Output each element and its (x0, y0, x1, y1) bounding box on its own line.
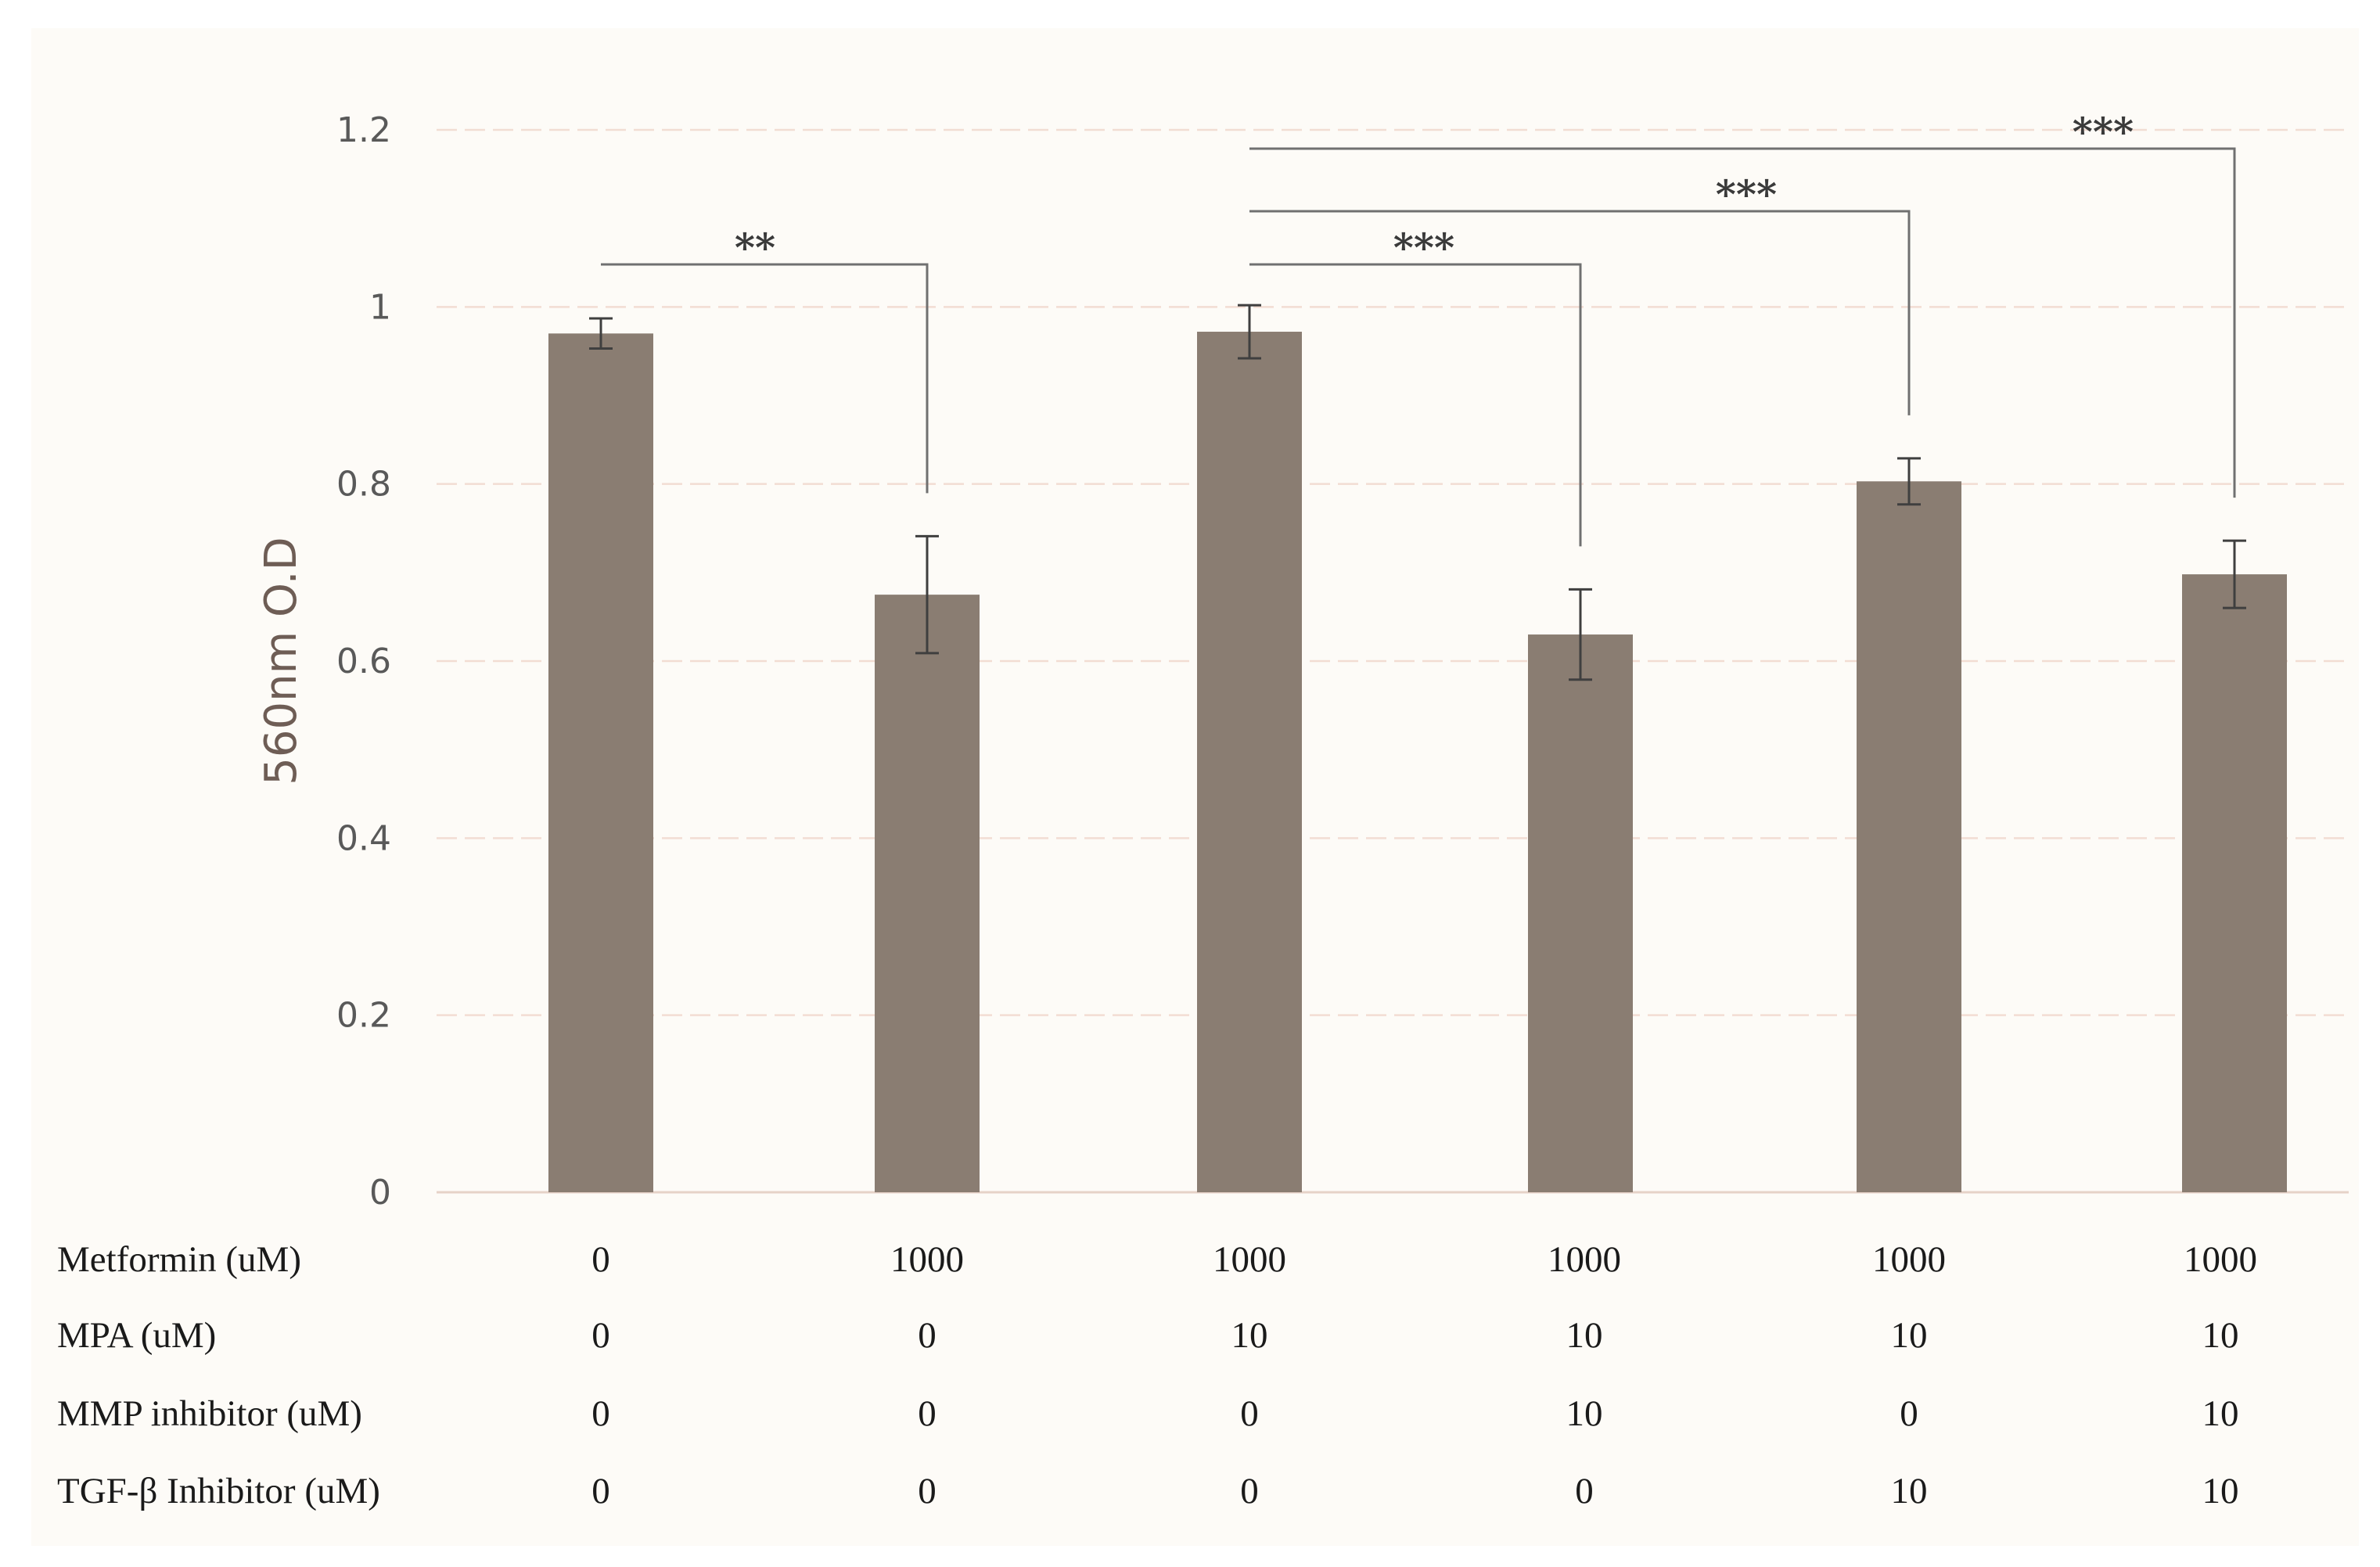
y-tick-label: 1.2 (336, 110, 391, 150)
y-tick-label: 1 (369, 287, 391, 327)
condition-cell: 0 (918, 1315, 937, 1356)
condition-cell: 0 (1900, 1393, 1918, 1434)
condition-cell: 1000 (1213, 1239, 1286, 1280)
bracket-line (1249, 210, 1911, 415)
condition-row-4: TGF-β Inhibitor (uM) 0 0 0 0 10 10 (57, 1471, 2239, 1511)
y-tick-label: 0.6 (336, 642, 391, 681)
significance-label: *** (1393, 225, 1454, 271)
condition-cell: 0 (918, 1471, 937, 1511)
bracket-line (1249, 147, 2236, 498)
significance-bracket-4: *** (1249, 109, 2236, 498)
condition-cell: 10 (1891, 1471, 1928, 1511)
condition-cell: 0 (591, 1471, 610, 1511)
condition-cell: 10 (2202, 1471, 2239, 1511)
condition-cell: 0 (1240, 1471, 1259, 1511)
condition-cell: 1000 (1548, 1239, 1621, 1280)
condition-row-label: MMP inhibitor (uM) (57, 1393, 362, 1434)
significance-label: *** (1716, 171, 1777, 217)
condition-row-1: Metformin (uM) 0 1000 1000 1000 1000 1000 (57, 1239, 2257, 1280)
error-bar-4 (1569, 588, 1592, 681)
error-bar-1 (589, 317, 613, 350)
significance-bracket-3: *** (1249, 171, 1911, 415)
bars (548, 332, 2287, 1192)
condition-cell: 1000 (2184, 1239, 2257, 1280)
condition-cell: 1000 (890, 1239, 964, 1280)
gridlines (437, 128, 2349, 1194)
y-tick-label: 0.2 (336, 996, 391, 1036)
y-tick-label: 0 (369, 1173, 391, 1213)
condition-cell: 10 (2202, 1393, 2239, 1434)
condition-cell: 0 (591, 1239, 610, 1280)
condition-row-label: MPA (uM) (57, 1315, 216, 1356)
significance-label: *** (2073, 109, 2134, 155)
condition-row-2: MPA (uM) 0 0 10 10 10 10 (57, 1315, 2239, 1356)
bar-2 (875, 595, 980, 1192)
error-bar-6 (2223, 539, 2246, 609)
bar-3 (1197, 332, 1302, 1192)
condition-cell: 0 (1575, 1471, 1594, 1511)
bar-1 (548, 333, 653, 1192)
condition-row-label: TGF-β Inhibitor (uM) (57, 1471, 380, 1511)
chart-panel (31, 28, 2359, 1546)
condition-cell: 10 (1231, 1315, 1268, 1356)
error-bar-5 (1897, 457, 1921, 506)
condition-cell: 10 (2202, 1315, 2239, 1356)
bracket-line (601, 263, 929, 494)
y-tick-label: 0.4 (336, 818, 391, 858)
y-tick-label: 0.8 (336, 465, 391, 505)
condition-cell: 10 (1566, 1393, 1603, 1434)
condition-cell: 10 (1566, 1315, 1603, 1356)
bracket-line (1249, 263, 1582, 547)
condition-row-3: MMP inhibitor (uM) 0 0 0 10 0 10 (57, 1393, 2239, 1434)
y-axis-label: 560nm O.D (256, 537, 307, 785)
y-axis-ticks: 0 0.2 0.4 0.6 0.8 1 1.2 (336, 110, 391, 1213)
condition-cell: 0 (591, 1393, 610, 1434)
bar-5 (1857, 481, 1961, 1192)
condition-cell: 10 (1891, 1315, 1928, 1356)
bar-4 (1528, 634, 1633, 1192)
error-bar-2 (915, 534, 939, 655)
condition-cell: 0 (918, 1393, 937, 1434)
condition-row-label: Metformin (uM) (57, 1239, 301, 1280)
error-bars (589, 304, 2246, 681)
condition-cell: 0 (591, 1315, 610, 1356)
significance-brackets: ** ********* (601, 109, 2236, 547)
error-bar-3 (1238, 304, 1261, 360)
significance-bracket-2: *** (1249, 225, 1582, 547)
bar-6 (2182, 574, 2287, 1192)
condition-cell: 0 (1240, 1393, 1259, 1434)
condition-cell: 1000 (1872, 1239, 1946, 1280)
significance-bracket-1: ** (601, 225, 929, 494)
significance-label: ** (735, 225, 775, 271)
